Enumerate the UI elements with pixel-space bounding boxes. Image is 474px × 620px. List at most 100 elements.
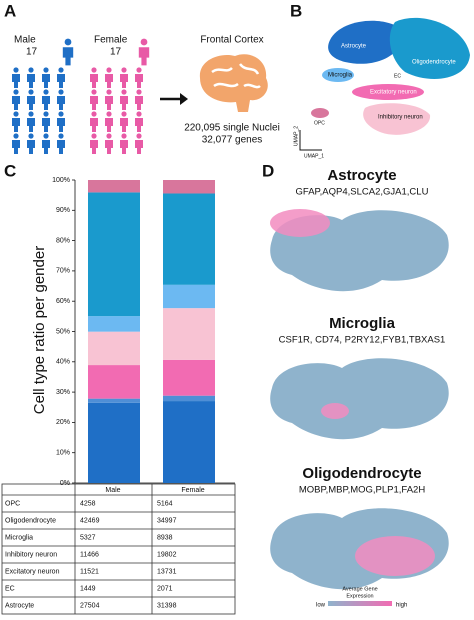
table-cell: OPC: [5, 500, 20, 507]
table-cell: 27504: [80, 602, 100, 609]
table-header: Female: [181, 487, 204, 494]
male-label: Male: [14, 35, 36, 46]
y-tick-label: 80%: [56, 237, 70, 244]
bar-segment: [163, 395, 215, 402]
person-head: [43, 89, 49, 95]
person-body: [105, 140, 113, 154]
table-cell: 1449: [80, 585, 96, 592]
marker-panels: Astrocyte GFAP,AQP4,SLCA2,GJA1,CLU Microgl…: [270, 167, 449, 590]
marker-title: Astrocyte: [327, 167, 396, 184]
person-head: [91, 67, 97, 73]
male-count: 17: [26, 47, 38, 58]
person-body: [12, 96, 20, 110]
table-cell: 2071: [157, 585, 173, 592]
cluster-label: EC: [394, 73, 401, 79]
legend-gradient: [328, 601, 392, 606]
region-label: Frontal Cortex: [200, 35, 263, 46]
panel-label: D: [262, 161, 274, 180]
person-body: [42, 140, 50, 154]
person-head: [43, 133, 49, 139]
y-tick-label: 20%: [56, 419, 70, 426]
person-body: [90, 118, 98, 132]
person-body: [42, 74, 50, 88]
bar-segment: [88, 192, 140, 317]
person-head: [106, 89, 112, 95]
panel-label: A: [4, 1, 16, 20]
table-cell: 19802: [157, 551, 177, 558]
person-head: [58, 67, 64, 73]
person-body: [138, 47, 150, 66]
person-body: [42, 96, 50, 110]
table-cell: EC: [5, 585, 15, 592]
person-body: [120, 74, 128, 88]
cluster-label: Inhibitory neuron: [378, 115, 423, 121]
person-head: [13, 67, 19, 73]
person-head: [13, 111, 19, 117]
table-cell: Inhibitory neuron: [5, 551, 57, 558]
person-body: [12, 140, 20, 154]
expression-highlight: [270, 209, 330, 237]
table-cell: 5164: [157, 500, 173, 507]
bar-segment: [163, 359, 215, 396]
brain-icon: [199, 54, 268, 112]
person-body: [105, 118, 113, 132]
person-head: [28, 67, 34, 73]
person-body: [135, 74, 143, 88]
person-head: [28, 133, 34, 139]
person-head: [28, 111, 34, 117]
person-head: [43, 111, 49, 117]
table-cell: 11521: [80, 568, 99, 575]
table-cell: 42469: [80, 517, 100, 524]
person-head: [58, 133, 64, 139]
person-head: [43, 67, 49, 73]
table-cell: Excitatory neuron: [5, 568, 60, 575]
bar-segment: [163, 401, 215, 483]
table-cell: Astrocyte: [5, 602, 34, 609]
genes-label: 32,077 genes: [202, 135, 263, 146]
umap-y-label: UMAP_2: [293, 126, 299, 146]
person-body: [120, 140, 128, 154]
table-cell: Microglia: [5, 534, 33, 541]
table-cell: Oligodendrocyte: [5, 517, 56, 524]
person-body: [27, 96, 35, 110]
person-body: [57, 96, 65, 110]
person-head: [58, 111, 64, 117]
person-body: [90, 96, 98, 110]
person-body: [90, 140, 98, 154]
bar-segment: [88, 180, 140, 193]
person-body: [27, 74, 35, 88]
person-body: [105, 96, 113, 110]
bar-segment: [88, 402, 140, 483]
marker-genes: MOBP,MBP,MOG,PLP1,FA2H: [299, 485, 426, 496]
bar-segment: [88, 316, 140, 332]
cluster-label: OPC: [314, 120, 325, 126]
table-header: Male: [105, 487, 120, 494]
count-table: Male Female OPC 4258 5164 Oligodendrocyte 4246…: [1, 483, 236, 615]
person-body: [135, 118, 143, 132]
person-body: [135, 140, 143, 154]
person-head: [121, 111, 127, 117]
person-head: [106, 111, 112, 117]
person-head: [121, 133, 127, 139]
table-cell: 31398: [157, 602, 177, 609]
person-head: [121, 67, 127, 73]
person-body: [120, 118, 128, 132]
y-tick-label: 100%: [52, 177, 70, 184]
person-head: [136, 111, 142, 117]
person-body: [12, 118, 20, 132]
umap-blob: [270, 358, 449, 440]
arrow-head: [180, 93, 188, 105]
expression-highlight: [355, 536, 435, 576]
cluster-label: Astrocyte: [341, 44, 367, 50]
y-tick-label: 50%: [56, 328, 70, 335]
marker-title: Microglia: [329, 315, 396, 332]
y-tick-label: 60%: [56, 298, 70, 305]
person-body: [135, 96, 143, 110]
cluster-label: Oligodendrocyte: [412, 60, 456, 66]
person-head: [140, 38, 148, 46]
legend-title: Expression: [346, 593, 373, 599]
person-head: [136, 133, 142, 139]
marker-title: Oligodendrocyte: [302, 465, 421, 482]
nuclei-label: 220,095 single Nuclei: [184, 123, 280, 134]
